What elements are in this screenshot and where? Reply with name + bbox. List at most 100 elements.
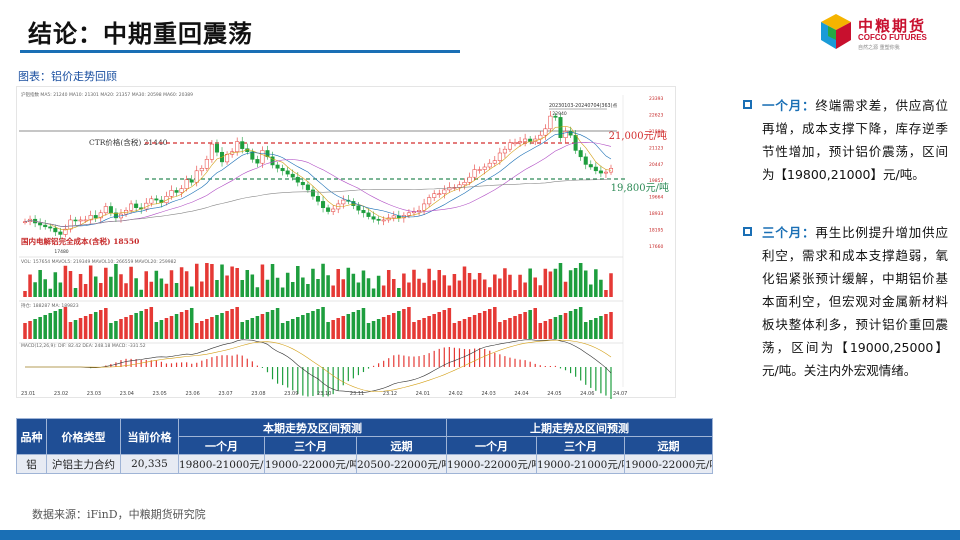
candle-body [310, 189, 315, 197]
volume-bar [215, 280, 219, 297]
x-tick-label: 24.04 [514, 391, 528, 397]
volume-bar [599, 279, 603, 297]
price-pane-header: 沪铝指数 MA5: 21240 MA10: 21301 MA20: 21357 … [21, 91, 193, 98]
candle-body [300, 182, 305, 186]
x-tick-label: 24.06 [580, 391, 594, 397]
oi-bar [371, 321, 376, 339]
oi-bar [280, 323, 285, 339]
oi-bar [265, 312, 270, 339]
candle-body [391, 215, 396, 219]
candle-body [457, 184, 462, 188]
cofco-logo: 中粮期货 COFCO FUTURES 自然之源 重塑你我 [818, 12, 946, 54]
candle-body [563, 131, 568, 138]
candle-body [73, 219, 78, 222]
oi-bar [513, 316, 517, 339]
candle-body [492, 160, 497, 164]
oi-bar [594, 318, 598, 339]
header-last-three-month: 三个月 [536, 436, 626, 455]
volume-bar [467, 273, 472, 297]
volume-bar [351, 273, 356, 297]
oi-bar [109, 323, 113, 339]
volume-bar [538, 285, 543, 297]
oi-bar [487, 309, 492, 339]
y-tick-label: 19664 [649, 195, 663, 201]
x-tick-label: 23.01 [21, 391, 35, 397]
cell-this-one-month: 19800-21000元/吨 [178, 454, 265, 474]
oi-bar [235, 307, 239, 339]
oi-bar [78, 318, 83, 339]
candle-body [285, 170, 290, 175]
candle-body [603, 171, 608, 174]
volume-bar [285, 272, 290, 297]
square-bullet-icon [743, 100, 752, 109]
candle-body [356, 205, 361, 211]
volume-bar [225, 275, 229, 297]
oi-bar [83, 316, 88, 339]
oi-bar [93, 312, 98, 339]
oi-bar [341, 316, 346, 339]
candle-body [129, 203, 134, 211]
volume-bar [503, 268, 507, 297]
candle-body [442, 189, 447, 194]
y-tick-label: 17660 [649, 244, 663, 250]
oi-bar [538, 323, 543, 339]
volume-bar [99, 283, 103, 297]
x-tick-label: 23.03 [87, 391, 101, 397]
candle-body [523, 138, 528, 142]
candle-body [43, 224, 48, 228]
volume-bar [533, 277, 537, 297]
volume-bar [63, 265, 68, 297]
volume-bar [179, 267, 184, 297]
cell-last-long-term: 19000-22000元/吨 [624, 454, 714, 474]
header-variety: 品种 [16, 418, 47, 455]
oi-bar [23, 323, 27, 339]
x-tick-label: 23.07 [218, 391, 232, 397]
oi-bar [417, 320, 421, 339]
volume-bar [326, 275, 330, 297]
logo-slogan: 自然之源 重塑你我 [858, 45, 900, 51]
candle-body [583, 156, 588, 165]
volume-bar [336, 269, 340, 297]
volume-bar [513, 290, 517, 297]
table-row: 铝 沪铝主力合约 20,335 19800-21000元/吨 19000-220… [16, 454, 714, 474]
candle-body [305, 184, 310, 191]
header-current-price: 当前价格 [120, 418, 179, 455]
candle-body [512, 142, 518, 145]
volume-bar [164, 283, 169, 297]
volume-bar [583, 270, 588, 297]
volume-bar [235, 268, 239, 297]
oi-bar [477, 313, 482, 339]
oi-bar [442, 310, 447, 339]
volume-bar [528, 268, 532, 297]
volume-bar [407, 282, 411, 297]
volume-pane-header: VOL: 157654 MAVOL5: 219349 MAVOL10: 2665… [21, 259, 176, 265]
x-tick-label: 23.08 [251, 391, 265, 397]
oi-bar [366, 323, 371, 339]
candle-body [290, 173, 295, 178]
footer-bar [0, 530, 960, 540]
low-marker: 17480 [54, 249, 68, 255]
ma20-line [24, 141, 612, 227]
oi-bar [457, 321, 462, 339]
oi-bar [351, 312, 356, 339]
oi-bar [114, 321, 118, 339]
price-chart: 沪铝指数 MA5: 21240 MA10: 21301 MA20: 21357 … [16, 86, 676, 399]
x-tick-label: 24.01 [416, 391, 430, 397]
oi-bar [179, 312, 184, 339]
oi-bar [215, 315, 219, 339]
oi-bar [553, 317, 558, 339]
candle-body [235, 141, 240, 152]
candle-body [78, 219, 83, 222]
oi-bar [599, 316, 603, 339]
oi-bar [169, 316, 174, 339]
logo-text-en: COFCO FUTURES [858, 33, 927, 42]
candle-body [103, 206, 108, 214]
y-tick-label: 18933 [649, 211, 663, 217]
volume-bar [38, 270, 42, 297]
volume-bar [48, 288, 53, 297]
candle-body [169, 190, 174, 197]
volume-bar [392, 279, 396, 297]
oi-bar [346, 314, 351, 339]
volume-bar [447, 285, 452, 297]
candle-body [593, 166, 598, 172]
